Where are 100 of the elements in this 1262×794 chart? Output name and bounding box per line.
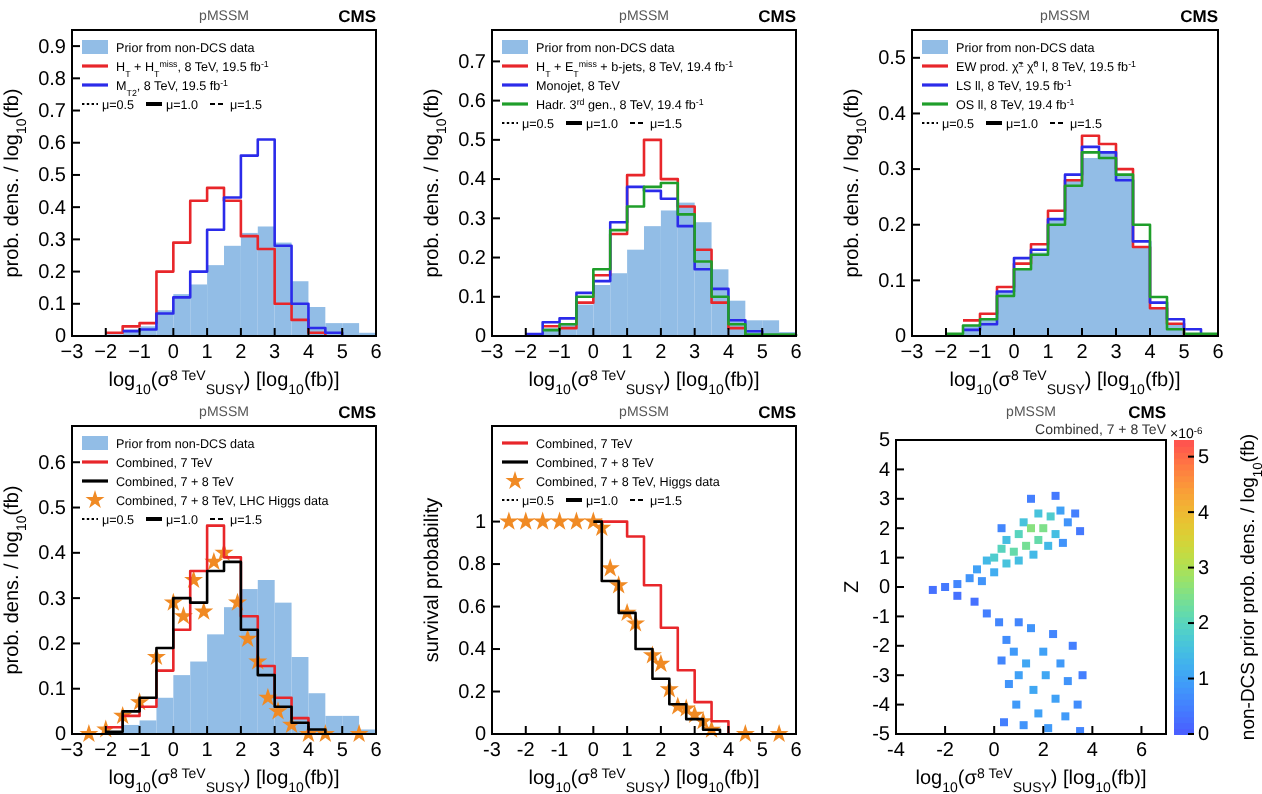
y-tick-label: 0.7	[38, 100, 67, 123]
x-tick-label: 4	[722, 740, 735, 763]
x-tick-label: 0	[167, 342, 180, 365]
color-bar-label: 2	[1198, 613, 1210, 636]
y-tick-label: 0.1	[38, 679, 67, 702]
x-tick-label: 3	[1110, 342, 1123, 365]
x-axis-title: log$_{10}$(σ$^{8 TeV}$$_{SUSY}$) [log$_{10}$(fb)]	[949, 369, 1181, 397]
x-tick-label: 5	[756, 342, 769, 365]
x-tick-label: 2	[235, 342, 248, 365]
x-tick-label: -2	[936, 740, 955, 763]
y-tick-label: 0	[878, 577, 891, 600]
x-tick-label: 4	[302, 740, 315, 763]
text: CMS	[1128, 402, 1167, 422]
color-bar-label: 0	[1198, 724, 1210, 747]
y-tick-label: -1	[872, 606, 891, 629]
y-tick-label: 0.2	[458, 247, 487, 270]
y-tick-label: 1	[878, 548, 891, 570]
y-tick-label: 0.8	[458, 554, 487, 577]
x-tick-label: 0	[167, 740, 180, 763]
x-tick-label: 2	[235, 740, 248, 763]
x-tick-label: 0	[587, 740, 600, 763]
x-tick-label: −2	[94, 342, 119, 365]
y-tick-label: -2	[872, 636, 891, 659]
y-tick-label: 0.1	[878, 270, 907, 293]
y-tick-label: 0.5	[878, 48, 907, 71]
text: CMS	[1180, 6, 1219, 26]
x-tick-label: 0	[587, 342, 600, 365]
x-axis-title: log$_{10}$(σ$^{8 TeV}$$_{SUSY}$) [log$_{10}$(fb)]	[108, 767, 340, 794]
y-tick-label: 0.1	[458, 287, 487, 310]
x-tick-label: −1	[128, 740, 152, 763]
y-tick-label: 0.4	[38, 543, 67, 566]
x-tick-label: 2	[655, 740, 668, 763]
x-tick-label: 5	[1178, 342, 1191, 365]
x-tick-label: 1	[621, 740, 634, 763]
x-tick-label: 4	[722, 342, 735, 365]
x-tick-label: −1	[548, 342, 572, 365]
text: CMS	[758, 402, 797, 422]
x-tick-label: −2	[514, 342, 539, 365]
text: CMS	[338, 402, 377, 422]
x-tick-label: 1	[201, 740, 214, 763]
y-tick-label: 1	[474, 511, 487, 534]
x-tick-label: 5	[756, 740, 769, 763]
x-tick-label: −1	[128, 342, 152, 365]
y-tick-label: 0	[474, 724, 487, 747]
y-tick-label: 4	[878, 459, 891, 482]
y-tick-label: 0.7	[458, 51, 487, 74]
color-bar-label: 3	[1198, 557, 1210, 580]
x-tick-label: 6	[790, 342, 803, 365]
y-tick-label: 5	[878, 430, 891, 453]
x-tick-label: 6	[1212, 342, 1225, 365]
x-tick-label: 3	[689, 342, 702, 365]
y-tick-label: 2	[878, 518, 891, 541]
y-tick-label: -4	[872, 695, 891, 717]
y-tick-label: 0.2	[458, 681, 487, 704]
x-tick-label: 4	[1144, 342, 1157, 365]
x-tick-label: 4	[1086, 740, 1099, 763]
y-tick-label: 0.5	[458, 130, 487, 153]
x-tick-label: 0	[1008, 342, 1021, 365]
x-tick-label: 1	[201, 342, 214, 365]
x-tick-label: 6	[790, 740, 803, 763]
x-tick-label: 2	[1037, 740, 1050, 763]
x-axis-title: log$_{10}$(σ$^{8 TeV}$$_{SUSY}$) [log$_{10}$(fb)]	[915, 767, 1147, 794]
text: CMS	[758, 6, 797, 26]
x-tick-label: -2	[516, 740, 536, 763]
y-tick-label: 0.8	[38, 68, 67, 91]
x-tick-label: -1	[550, 740, 570, 763]
color-bar-label: 5	[1198, 447, 1210, 470]
y-tick-label: 0.3	[38, 588, 67, 611]
x-axis-title: log$_{10}$(σ$^{8 TeV}$$_{SUSY}$) [log$_{10}$(fb)]	[528, 369, 760, 397]
x-tick-label: 0	[988, 740, 1001, 763]
x-tick-label: 2	[1076, 342, 1089, 365]
y-tick-label: 0.3	[878, 159, 907, 182]
y-tick-label: 0.6	[458, 91, 487, 114]
x-tick-label: 3	[689, 740, 702, 763]
y-tick-label: -5	[872, 724, 891, 747]
x-tick-label: 1	[621, 342, 634, 365]
y-tick-label: 0.4	[458, 639, 487, 662]
y-tick-label: 0.3	[458, 208, 487, 231]
y-axis-title: survival probability	[422, 497, 444, 663]
y-tick-label: 0.5	[38, 165, 67, 188]
x-tick-label: −2	[934, 342, 959, 365]
x-tick-label: 5	[336, 740, 349, 763]
y-axis-title: Z	[842, 580, 864, 594]
y-tick-label: 0.3	[38, 229, 67, 252]
y-tick-label: 0.1	[38, 294, 67, 317]
y-tick-label: 0.2	[38, 633, 67, 656]
y-tick-label: 0.4	[38, 197, 67, 220]
x-tick-label: 6	[370, 740, 383, 763]
x-tick-label: 2	[655, 342, 668, 365]
y-tick-label: 0.4	[878, 103, 907, 126]
y-tick-label: -3	[872, 665, 891, 688]
x-axis-title: log$_{10}$(σ$^{8 TeV}$$_{SUSY}$) [log$_{10}$(fb)]	[108, 369, 340, 397]
y-tick-label: 0.9	[38, 36, 67, 59]
x-tick-label: −1	[968, 342, 993, 365]
x-tick-label: 1	[1042, 342, 1055, 365]
x-tick-label: 6	[1135, 740, 1148, 763]
y-tick-label: 0.6	[458, 596, 487, 619]
x-tick-label: 6	[370, 342, 383, 365]
color-bar-label: 1	[1198, 668, 1210, 691]
y-tick-label: 0.2	[38, 261, 67, 284]
